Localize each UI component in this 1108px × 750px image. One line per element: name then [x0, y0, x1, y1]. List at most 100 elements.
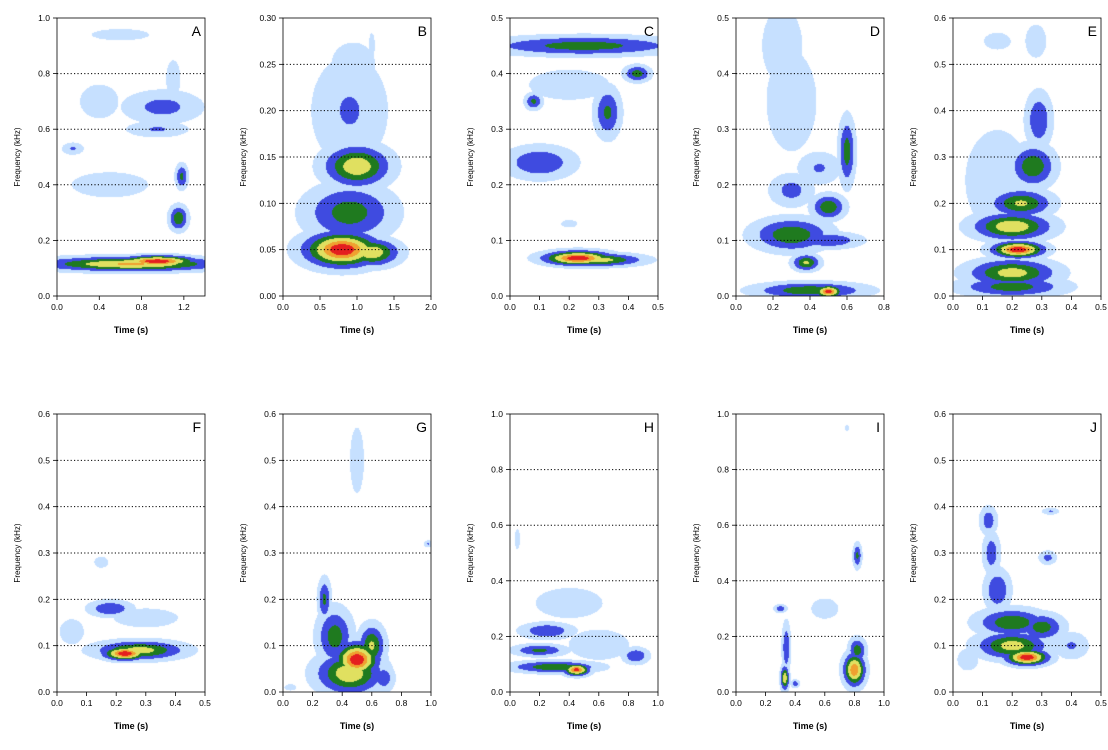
x-tick-label: 0.5: [199, 698, 211, 708]
x-axis-label: Time (s): [114, 325, 148, 335]
y-tick-label: 0.5: [264, 455, 276, 465]
x-tick-label: 0.0: [51, 698, 63, 708]
y-tick-label: 1.0: [491, 409, 503, 419]
y-tick-label: 0.2: [717, 180, 729, 190]
y-tick-label: 0.6: [717, 520, 729, 530]
y-tick-label: 0.0: [934, 291, 946, 301]
x-tick-label: 1.0: [878, 698, 890, 708]
x-tick-label: 0.1: [81, 698, 93, 708]
x-axis-label: Time (s): [793, 325, 827, 335]
x-tick-label: 0.3: [140, 698, 152, 708]
y-tick-label: 0.5: [717, 13, 729, 23]
y-tick-label: 0.6: [38, 409, 50, 419]
y-tick-label: 0.0: [717, 291, 729, 301]
y-tick-label: 0.1: [38, 641, 50, 651]
y-axis-label: Frequency (kHz): [466, 127, 475, 186]
y-tick-label: 1.0: [717, 409, 729, 419]
x-tick-label: 0.8: [878, 302, 890, 312]
x-tick-label: 0.6: [819, 698, 831, 708]
y-tick-label: 0.5: [934, 59, 946, 69]
panel-A: 0.0 0.4 0.8 1.2 0.0 0.2 0.4 0.6 0.8 1.0 Time (s) Fr…: [13, 13, 206, 335]
y-tick-label: 0.6: [38, 124, 50, 134]
x-tick-label: 2.0: [425, 302, 437, 312]
plot-frame: [56, 17, 206, 297]
y-tick-label: 0.10: [259, 198, 276, 208]
x-axis-label: Time (s): [793, 721, 827, 731]
spectrogram-heatmap: [510, 414, 658, 692]
panel-label: A: [192, 23, 202, 39]
y-tick-label: 0.2: [264, 594, 276, 604]
y-axis-label: Frequency (kHz): [692, 127, 701, 186]
y-tick-label: 0.4: [491, 576, 503, 586]
y-tick-label: 0.4: [264, 502, 276, 512]
y-tick-label: 0.4: [934, 106, 946, 116]
x-tick-label: 0.3: [1036, 698, 1048, 708]
x-axis-label: Time (s): [1010, 325, 1044, 335]
x-tick-label: 0.0: [277, 698, 289, 708]
y-tick-label: 0.3: [934, 548, 946, 558]
y-tick-label: 0.4: [934, 502, 946, 512]
y-axis-label: Frequency (kHz): [692, 523, 701, 582]
y-axis-label: Frequency (kHz): [909, 127, 918, 186]
plot-frame: [509, 17, 659, 297]
y-tick-label: 0.0: [264, 687, 276, 697]
panel-H: 0.0 0.2 0.4 0.6 0.8 1.0 0.0 0.2 0.4 0.6 0.8 1.0 Time…: [466, 409, 664, 731]
y-tick-label: 0.6: [934, 13, 946, 23]
panel-label: F: [192, 419, 201, 435]
panel-label: G: [416, 419, 427, 435]
y-tick-label: 0.6: [491, 520, 503, 530]
x-tick-label: 1.2: [178, 302, 190, 312]
y-tick-label: 0.3: [491, 124, 503, 134]
y-tick-label: 0.20: [259, 106, 276, 116]
panel-label: H: [644, 419, 654, 435]
x-tick-label: 0.4: [169, 698, 181, 708]
x-tick-label: 0.8: [848, 698, 860, 708]
y-tick-label: 0.1: [264, 641, 276, 651]
panel-D: 0.0 0.2 0.4 0.6 0.8 0.0 0.1 0.2 0.3 0.4 0.5 Time (s…: [692, 13, 890, 335]
panel-label: J: [1090, 419, 1097, 435]
panel-I: 0.0 0.2 0.4 0.6 0.8 1.0 0.0 0.2 0.4 0.6 0.8 1.0 Time…: [692, 409, 890, 731]
y-tick-label: 0.8: [38, 69, 50, 79]
y-tick-label: 0.5: [934, 455, 946, 465]
x-axis-label: Time (s): [340, 325, 374, 335]
y-tick-label: 0.15: [259, 152, 276, 162]
x-tick-label: 0.0: [504, 698, 516, 708]
x-tick-label: 0.8: [136, 302, 148, 312]
panel-label: D: [870, 23, 880, 39]
x-tick-label: 0.1: [977, 302, 989, 312]
y-axis-label: Frequency (kHz): [909, 523, 918, 582]
y-axis-label: Frequency (kHz): [13, 523, 22, 582]
y-tick-label: 0.2: [934, 594, 946, 604]
plot-frame: [735, 413, 885, 693]
y-axis-label: Frequency (kHz): [466, 523, 475, 582]
x-tick-label: 0.2: [110, 698, 122, 708]
spectrogram-heatmap: [57, 18, 205, 296]
panel-J: 0.0 0.1 0.2 0.3 0.4 0.5 0.0 0.1 0.2 0.3 0.4 0.5 0.6 T…: [909, 409, 1107, 731]
y-tick-label: 0.1: [934, 641, 946, 651]
y-tick-label: 0.3: [264, 548, 276, 558]
x-tick-label: 0.1: [977, 698, 989, 708]
x-tick-label: 0.6: [593, 698, 605, 708]
y-tick-label: 0.6: [934, 409, 946, 419]
y-tick-label: 0.1: [717, 235, 729, 245]
y-tick-label: 0.00: [259, 291, 276, 301]
x-tick-label: 0.4: [336, 698, 348, 708]
x-tick-label: 0.0: [730, 698, 742, 708]
y-tick-label: 0.4: [717, 576, 729, 586]
y-tick-label: 0.0: [491, 687, 503, 697]
x-tick-label: 0.5: [652, 302, 664, 312]
y-tick-label: 0.4: [38, 180, 50, 190]
panel-G: 0.0 0.2 0.4 0.6 0.8 1.0 0.0 0.1 0.2 0.3 0.4 0.5 0.6 T…: [239, 409, 437, 731]
x-tick-label: 0.0: [51, 302, 63, 312]
x-axis-label: Time (s): [567, 721, 601, 731]
y-tick-label: 0.3: [717, 124, 729, 134]
x-tick-label: 1.0: [425, 698, 437, 708]
y-tick-label: 0.2: [38, 235, 50, 245]
x-tick-label: 1.0: [351, 302, 363, 312]
y-tick-label: 0.1: [934, 245, 946, 255]
x-tick-label: 0.2: [1006, 698, 1018, 708]
x-tick-label: 0.6: [366, 698, 378, 708]
x-tick-label: 0.4: [1065, 698, 1077, 708]
x-tick-label: 0.5: [1095, 302, 1107, 312]
